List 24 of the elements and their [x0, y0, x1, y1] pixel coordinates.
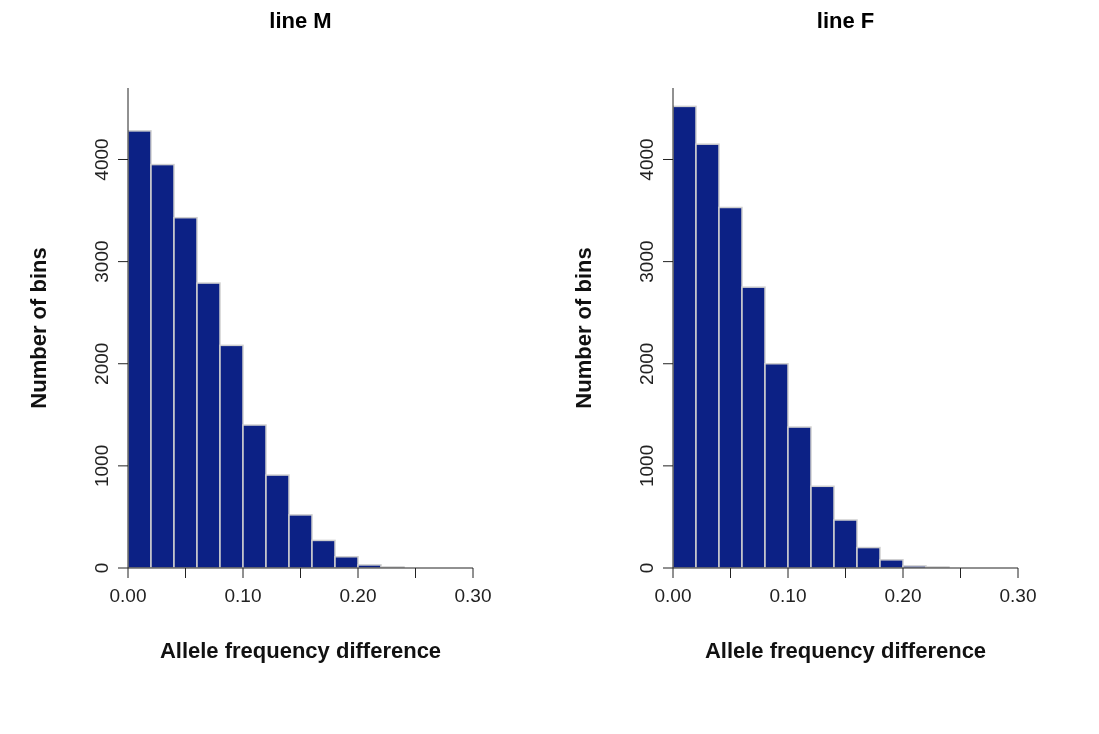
y-tick-label: 1000: [636, 444, 657, 488]
x-tick-label: 0.10: [224, 585, 262, 606]
y-tick-label: 0: [636, 562, 657, 574]
x-tick-label: 0.10: [769, 585, 807, 606]
y-tick-label: 3000: [636, 240, 657, 283]
x-tick-label: 0.20: [339, 585, 377, 606]
x-tick-label: 0.30: [999, 585, 1037, 606]
y-tick-label: 2000: [636, 342, 657, 385]
y-axis-title: Number of bins: [25, 247, 51, 409]
chart-title: line F: [815, 8, 876, 34]
x-tick-label: 0.00: [109, 585, 147, 606]
x-axis-title: Allele frequency difference: [159, 638, 442, 663]
y-tick-label: 4000: [91, 138, 112, 181]
y-tick-label: 1000: [91, 444, 112, 488]
y-tick-label: 4000: [636, 138, 657, 181]
x-axis-title: Allele frequency difference: [704, 638, 987, 663]
x-tick-label: 0.00: [654, 585, 692, 606]
chart-title: line M: [268, 8, 333, 34]
y-axis-title: Number of bins: [570, 247, 596, 409]
y-tick-label: 0: [91, 562, 112, 574]
x-tick-label: 0.30: [454, 585, 492, 606]
x-tick-label: 0.20: [884, 585, 922, 606]
y-tick-label: 2000: [91, 342, 112, 385]
y-tick-label: 3000: [91, 240, 112, 283]
